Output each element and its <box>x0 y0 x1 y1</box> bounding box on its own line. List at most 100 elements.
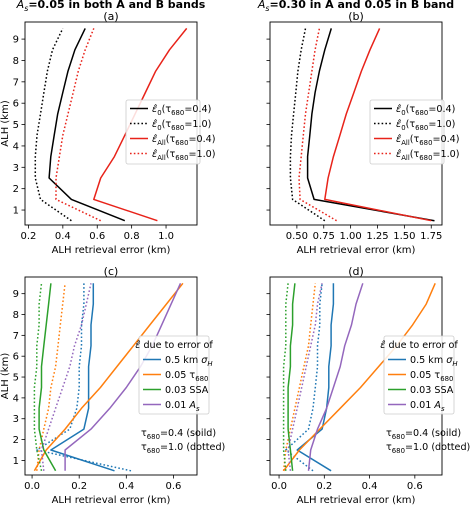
chart-panel-a: 0.2 0.4 0.6 0.8 1.0 1 2 3 4 5 6 7 8 9 ALH retrieval er… <box>0 0 216 256</box>
x-tick-label: 0.6 <box>165 481 181 492</box>
y-axis-label: ALH (km) <box>0 100 11 147</box>
legend-label: 0.5 km σH <box>410 355 458 368</box>
x-tick-label: 0.6 <box>407 481 423 492</box>
chart-panel-c: 0.0 0.2 0.4 0.6 1 2 3 4 5 6 7 8 9 ALH retrieval error… <box>0 265 225 505</box>
x-tick-label: 0.4 <box>55 231 71 242</box>
series-line-2 <box>289 28 326 222</box>
legend-label: 0.05 τ680 <box>165 370 208 383</box>
y-tick-label: 5 <box>13 373 19 384</box>
legend-label: ε̂0(τ680=0.4) <box>396 103 455 117</box>
series-line-5 <box>287 283 296 471</box>
x-tick-label: 0.0 <box>24 481 40 492</box>
x-tick-label: 0.75 <box>313 231 335 242</box>
x-tick-label: 0.4 <box>362 481 378 492</box>
panel-label: (b) <box>348 10 364 23</box>
panel-label: (a) <box>103 10 118 23</box>
series-line-5 <box>38 283 57 472</box>
x-tick-label: 0.2 <box>316 481 332 492</box>
y-tick-label: 2 <box>13 184 19 195</box>
series-line-2 <box>285 283 323 472</box>
series-line-7 <box>307 283 364 471</box>
note-text: τ680=0.4 (soild) <box>141 428 216 441</box>
chart-panel-b: 0.50 0.75 1.00 1.25 1.50 1.75 ALH retrieval er… <box>257 0 460 256</box>
series-line-2 <box>36 283 132 472</box>
legend-label: ε̂All(τ680=0.4) <box>152 133 216 147</box>
chart-panel-d: 0.0 0.2 0.4 0.6 ALH retrieval error (km) (d) ε… <box>266 265 470 505</box>
x-tick-label: 1.75 <box>420 231 442 242</box>
legend-label: 0.01 As <box>410 400 445 413</box>
y-tick-label: 8 <box>13 56 19 67</box>
legend-label: ε̂All(τ680=0.4) <box>396 133 460 147</box>
y-tick-label: 7 <box>13 331 19 342</box>
series-group <box>282 283 436 472</box>
series-line-3 <box>324 28 432 222</box>
x-tick-label: 1.25 <box>366 231 388 242</box>
y-tick-label: 5 <box>13 120 19 131</box>
series-line-3 <box>33 282 184 472</box>
series-line-1 <box>306 28 435 222</box>
legend-box <box>125 99 201 165</box>
y-tick-label: 2 <box>13 435 19 446</box>
panel-label: (c) <box>104 265 119 278</box>
series-line-8 <box>40 283 92 471</box>
series-line-1 <box>50 283 115 472</box>
x-tick-label: 0.6 <box>89 231 105 242</box>
y-tick-label: 4 <box>13 393 19 404</box>
legend-label: ε̂All(τ680=1.0) <box>152 148 216 162</box>
legend: ε̂ due to error of 0.5 km σH 0.05 τ680 0.03… <box>135 335 213 415</box>
x-tick-label: 0.2 <box>20 231 36 242</box>
chart-title: As=0.30 in A and 0.05 in B band <box>257 0 454 13</box>
series-line-6 <box>33 283 43 471</box>
series-line-4 <box>55 28 102 222</box>
x-tick-label: 0.8 <box>124 231 140 242</box>
legend-label: 0.03 SSA <box>410 385 454 396</box>
x-tick-label: 1.0 <box>158 231 174 242</box>
y-tick-label: 1 <box>13 456 19 467</box>
x-tick-label: 1.50 <box>393 231 415 242</box>
series-line-4 <box>282 283 317 471</box>
legend-label: ε̂0(τ680=1.0) <box>396 118 455 132</box>
series-group <box>289 28 435 222</box>
y-axis-label: ALH (km) <box>0 353 11 400</box>
legend-title: ε̂ due to error of <box>380 339 458 351</box>
y-tick-label: 7 <box>13 77 19 88</box>
x-tick-label: 0.0 <box>271 481 287 492</box>
legend-label: 0.05 τ680 <box>410 370 453 383</box>
legend-box <box>138 335 210 415</box>
y-tick-label: 8 <box>13 310 19 321</box>
series-line-8 <box>287 283 323 471</box>
x-axis-label: ALH retrieval error (km) <box>297 245 416 256</box>
note-text: τ680=1.0 (dotted) <box>141 442 225 455</box>
panel-label: (d) <box>348 265 364 278</box>
x-axis-label: ALH retrieval error (km) <box>297 495 416 505</box>
x-axis-label: ALH retrieval error (km) <box>52 495 171 505</box>
x-tick-label: 0.4 <box>118 481 134 492</box>
series-line-2 <box>34 28 72 222</box>
note-text: τ680=1.0 (dotted) <box>386 442 470 455</box>
note-text: τ680=0.4 (soild) <box>386 428 461 441</box>
legend-label: 0.03 SSA <box>165 385 209 396</box>
legend-label: 0.01 As <box>165 400 200 413</box>
series-line-6 <box>282 283 289 471</box>
x-tick-label: 0.50 <box>286 231 308 242</box>
x-tick-label: 0.2 <box>71 481 87 492</box>
y-tick-label: 3 <box>13 414 19 425</box>
legend-box <box>383 335 455 415</box>
legend-label: ε̂0(τ680=0.4) <box>152 103 211 117</box>
legend-title: ε̂ due to error of <box>135 339 213 351</box>
x-axis-label: ALH retrieval error (km) <box>52 245 171 256</box>
legend-label: 0.5 km σH <box>165 355 213 368</box>
y-tick-label: 4 <box>13 141 19 152</box>
legend: ε̂0(τ680=0.4)ε̂0(τ680=1.0)ε̂All(τ680=0.4… <box>369 99 460 165</box>
y-tick-label: 1 <box>13 206 19 217</box>
series-line-1 <box>296 283 335 472</box>
series-line-7 <box>64 282 182 471</box>
y-tick-label: 3 <box>13 163 19 174</box>
y-tick-label: 6 <box>13 99 19 110</box>
y-tick-label: 9 <box>13 35 19 46</box>
series-group <box>33 282 184 472</box>
chart-title: As=0.05 in both A and B bands <box>16 0 206 13</box>
series-line-1 <box>48 28 126 222</box>
series-line-4 <box>298 28 337 222</box>
